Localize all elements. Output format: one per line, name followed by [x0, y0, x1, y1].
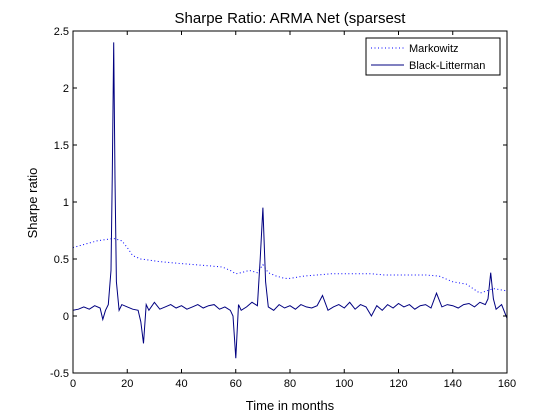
x-tick-label: 120 [389, 378, 407, 390]
plot-area [73, 31, 507, 373]
x-tick-label: 40 [175, 378, 187, 390]
chart-title: Sharpe Ratio: ARMA Net (sparsest [175, 10, 407, 27]
plot-background [73, 31, 507, 373]
x-tick-label: 80 [284, 378, 296, 390]
series-line-markowitz [73, 237, 507, 294]
x-tick-label: 60 [230, 378, 242, 390]
y-tick-label: -0.5 [50, 368, 69, 380]
y-tick-label: 0 [63, 311, 69, 323]
legend-label: Markowitz [409, 43, 459, 55]
series-layer [73, 42, 507, 359]
x-tick-label: 20 [121, 378, 133, 390]
x-axis-label: Time in months [246, 398, 335, 413]
series-line-black-litterman [73, 42, 507, 359]
legend: Markowitz Black-Litterman [365, 37, 501, 76]
legend-label: Black-Litterman [409, 60, 485, 72]
y-tick-label: 2 [63, 83, 69, 95]
axes-layer: 0 20 40 60 80 100 120 140 160-0.500.511.522.5 [50, 26, 516, 390]
y-tick-label: 1 [63, 197, 69, 209]
y-tick-label: 1.5 [54, 140, 69, 152]
y-tick-label: 0.5 [54, 254, 69, 266]
y-axis-label: Sharpe ratio [25, 168, 40, 239]
legend-box [365, 37, 501, 76]
y-tick-label: 2.5 [54, 26, 69, 38]
x-tick-label: 100 [335, 378, 353, 390]
x-tick-label: 0 [70, 378, 76, 390]
x-tick-label: 160 [498, 378, 516, 390]
x-tick-label: 140 [444, 378, 462, 390]
